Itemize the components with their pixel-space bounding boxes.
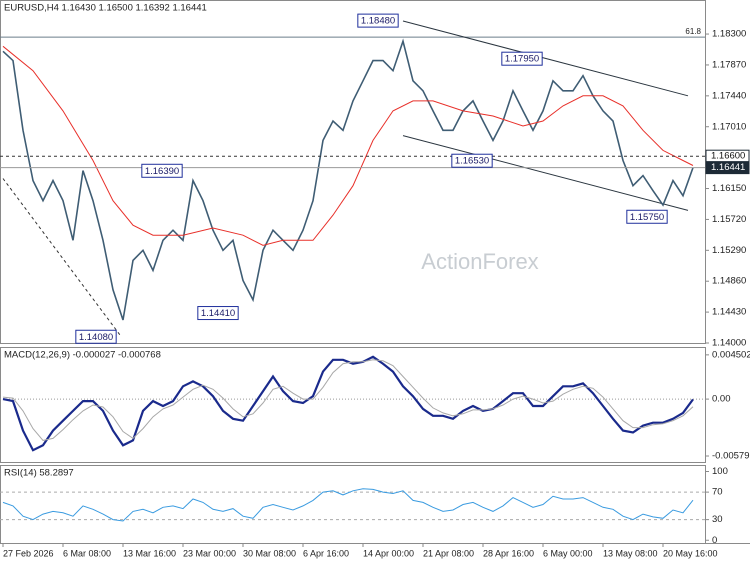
annotation-box bbox=[357, 13, 399, 28]
y-tick-label: 0 bbox=[712, 535, 717, 546]
y-tick-label: 0.00 bbox=[712, 394, 731, 405]
title-bg bbox=[2, 2, 210, 14]
annotation-box bbox=[501, 51, 543, 66]
y-tick-label: 100 bbox=[712, 466, 728, 477]
panel-title: MACD(12,26,9) -0.000027 -0.000768 bbox=[4, 350, 161, 361]
x-tick-label: 28 Apr 16:00 bbox=[483, 548, 534, 558]
series-line bbox=[2, 38, 694, 321]
y-tick-label: -0.005791 bbox=[712, 451, 750, 462]
y-tick-label: 1.14000 bbox=[712, 338, 746, 349]
annotation-label: 1.18480 bbox=[361, 16, 395, 27]
x-tick-label: 20 May 16:00 bbox=[663, 548, 718, 558]
annotation-label: 1.17950 bbox=[505, 54, 539, 65]
price-tag-label: 1.16600 bbox=[711, 151, 745, 162]
y-tick-label: 1.16150 bbox=[712, 183, 746, 194]
y-tick-label: 1.14860 bbox=[712, 276, 746, 287]
y-tick-label: 70 bbox=[712, 487, 723, 498]
annotation-label: 1.16530 bbox=[455, 156, 489, 167]
x-tick-label: 13 Mar 16:00 bbox=[123, 548, 176, 558]
series-line bbox=[2, 488, 694, 522]
y-tick-label: 1.18300 bbox=[712, 29, 746, 40]
trendline bbox=[402, 20, 689, 97]
x-tick-label: 13 May 08:00 bbox=[603, 548, 658, 558]
x-tick-label: 6 Mar 08:00 bbox=[63, 548, 111, 558]
y-tick-label: 1.15290 bbox=[712, 245, 746, 256]
y-tick-label: 30 bbox=[712, 514, 723, 525]
title-bg bbox=[2, 349, 164, 361]
fib-label: 61.8 bbox=[685, 27, 701, 36]
annotation-box bbox=[197, 306, 239, 321]
macd-panel bbox=[0, 347, 706, 463]
price-tag-label: 1.16441 bbox=[711, 162, 745, 173]
y-tick-label: 1.17870 bbox=[712, 59, 746, 70]
annotation-box bbox=[75, 329, 117, 344]
annotation-box bbox=[451, 153, 493, 168]
annotation-box bbox=[141, 163, 183, 178]
x-tick-label: 6 Apr 16:00 bbox=[303, 548, 349, 558]
annotation-label: 1.14080 bbox=[79, 332, 113, 343]
series-line bbox=[2, 355, 694, 452]
x-tick-label: 23 Mar 00:00 bbox=[183, 548, 236, 558]
trendline bbox=[402, 135, 689, 211]
x-tick-label: 14 Apr 00:00 bbox=[363, 548, 414, 558]
panel-title: RSI(14) 58.2897 bbox=[4, 468, 74, 479]
y-tick-label: 1.14430 bbox=[712, 307, 746, 318]
y-tick-label: 0.004502 bbox=[712, 349, 750, 360]
annotation-box bbox=[626, 209, 668, 224]
title-bg bbox=[2, 467, 77, 479]
x-tick-label: 21 Apr 08:00 bbox=[423, 548, 474, 558]
annotation-label: 1.14410 bbox=[201, 308, 235, 319]
trendline bbox=[2, 178, 121, 336]
annotation-label: 1.15750 bbox=[630, 212, 664, 223]
price-tag bbox=[705, 161, 750, 175]
x-tick-label: 30 Mar 08:00 bbox=[243, 548, 296, 558]
y-tick-label: 1.17440 bbox=[712, 90, 746, 101]
y-tick-label: 1.15720 bbox=[712, 214, 746, 225]
panel-title: EURUSD,H4 1.16430 1.16500 1.16392 1.1644… bbox=[4, 3, 207, 14]
x-tick-label: 6 May 00:00 bbox=[543, 548, 593, 558]
series-line bbox=[2, 45, 694, 246]
x-tick-label: 27 Feb 2026 bbox=[3, 548, 54, 558]
watermark: ActionForex bbox=[421, 249, 538, 274]
y-tick-label: 1.17010 bbox=[712, 121, 746, 132]
annotation-label: 1.16390 bbox=[145, 166, 179, 177]
series-line bbox=[2, 359, 694, 441]
